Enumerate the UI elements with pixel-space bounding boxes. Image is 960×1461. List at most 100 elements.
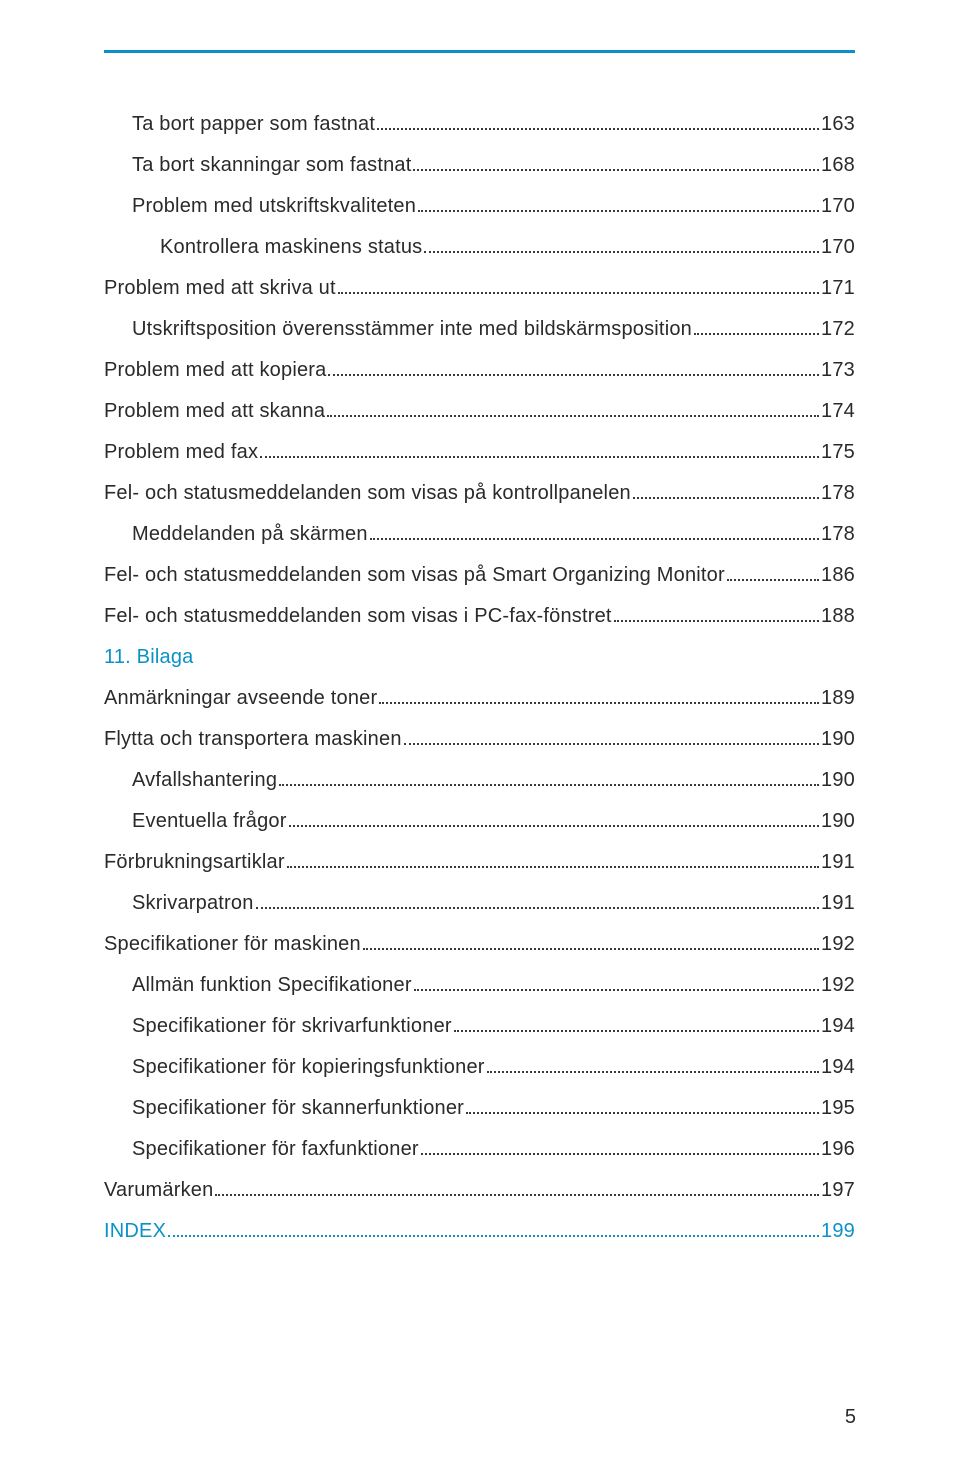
toc-page: 188 bbox=[821, 602, 855, 631]
toc-leader bbox=[260, 455, 819, 458]
toc-label: Utskriftsposition överensstämmer inte me… bbox=[132, 315, 692, 344]
toc-leader bbox=[328, 373, 819, 376]
toc-leader bbox=[289, 824, 819, 827]
toc-leader bbox=[633, 496, 819, 499]
toc-entry: Specifikationer för skrivarfunktioner 194 bbox=[104, 1012, 855, 1041]
toc-entry: Problem med utskriftskvaliteten170 bbox=[104, 192, 855, 221]
toc-leader bbox=[694, 332, 819, 335]
toc-entry: Kontrollera maskinens status 170 bbox=[104, 233, 855, 262]
toc-label: Problem med utskriftskvaliteten bbox=[132, 192, 416, 221]
toc-entry: Skrivarpatron 191 bbox=[104, 889, 855, 918]
toc-entry: Anmärkningar avseende toner 189 bbox=[104, 684, 855, 713]
toc-label: Ta bort papper som fastnat bbox=[132, 110, 375, 139]
toc-entry: Problem med fax175 bbox=[104, 438, 855, 467]
toc-label: Specifikationer för maskinen bbox=[104, 930, 361, 959]
toc-page: 190 bbox=[821, 807, 855, 836]
toc-label: Problem med att skanna bbox=[104, 397, 325, 426]
toc-label: 11. Bilaga bbox=[104, 643, 193, 672]
toc-leader bbox=[424, 250, 819, 253]
toc-page: 195 bbox=[821, 1094, 855, 1123]
toc-entry: Förbrukningsartiklar 191 bbox=[104, 848, 855, 877]
toc-leader bbox=[418, 209, 819, 212]
toc-entry: Specifikationer för faxfunktioner196 bbox=[104, 1135, 855, 1164]
toc-leader bbox=[215, 1193, 819, 1196]
toc-page: 178 bbox=[821, 520, 855, 549]
page-number: 5 bbox=[845, 1406, 856, 1429]
toc-label: Specifikationer för kopieringsfunktioner bbox=[132, 1053, 485, 1082]
toc-page: 190 bbox=[821, 766, 855, 795]
toc-page: 178 bbox=[821, 479, 855, 508]
toc-leader bbox=[379, 701, 819, 704]
toc-page: 163 bbox=[821, 110, 855, 139]
toc-label: Allmän funktion Specifikationer bbox=[132, 971, 412, 1000]
toc-leader bbox=[327, 414, 819, 417]
toc-label: Anmärkningar avseende toner bbox=[104, 684, 377, 713]
toc-label: Eventuella frågor bbox=[132, 807, 287, 836]
toc-page: 168 bbox=[821, 151, 855, 180]
toc-page: 186 bbox=[821, 561, 855, 590]
toc-page: 197 bbox=[821, 1176, 855, 1205]
toc-entry: Specifikationer för maskinen 192 bbox=[104, 930, 855, 959]
toc-page: 173 bbox=[821, 356, 855, 385]
toc-leader bbox=[727, 578, 819, 581]
toc-page: 192 bbox=[821, 971, 855, 1000]
toc-label: Problem med att kopiera bbox=[104, 356, 326, 385]
toc-leader bbox=[287, 865, 819, 868]
toc-entry: Specifikationer för skannerfunktioner 195 bbox=[104, 1094, 855, 1123]
toc-entry: Eventuella frågor 190 bbox=[104, 807, 855, 836]
toc-page: 191 bbox=[821, 889, 855, 918]
toc-label: Problem med att skriva ut bbox=[104, 274, 336, 303]
toc-label: Specifikationer för skannerfunktioner bbox=[132, 1094, 464, 1123]
toc-entry: Utskriftsposition överensstämmer inte me… bbox=[104, 315, 855, 344]
toc-entry: Specifikationer för kopieringsfunktioner… bbox=[104, 1053, 855, 1082]
toc-leader bbox=[256, 906, 819, 909]
toc-entry: Ta bort papper som fastnat 163 bbox=[104, 110, 855, 139]
toc-container: Ta bort papper som fastnat 163 Ta bort ska… bbox=[104, 110, 855, 1258]
toc-label: INDEX bbox=[104, 1217, 166, 1246]
toc-page: 191 bbox=[821, 848, 855, 877]
toc-label: Skrivarpatron bbox=[132, 889, 254, 918]
toc-entry: Fel- och statusmeddelanden som visas på … bbox=[104, 479, 855, 508]
toc-label: Kontrollera maskinens status bbox=[160, 233, 422, 262]
toc-leader bbox=[363, 947, 819, 950]
toc-entry: Problem med att skanna 174 bbox=[104, 397, 855, 426]
toc-entry: Problem med att kopiera 173 bbox=[104, 356, 855, 385]
toc-entry: Meddelanden på skärmen 178 bbox=[104, 520, 855, 549]
toc-entry: Avfallshantering190 bbox=[104, 766, 855, 795]
toc-label: Förbrukningsartiklar bbox=[104, 848, 285, 877]
toc-entry: Fel- och statusmeddelanden som visas i P… bbox=[104, 602, 855, 631]
toc-label: Specifikationer för skrivarfunktioner bbox=[132, 1012, 452, 1041]
toc-page: 174 bbox=[821, 397, 855, 426]
toc-page: 170 bbox=[821, 233, 855, 262]
toc-entry: Fel- och statusmeddelanden som visas på … bbox=[104, 561, 855, 590]
toc-label: Problem med fax bbox=[104, 438, 258, 467]
toc-leader bbox=[487, 1070, 819, 1073]
toc-leader bbox=[404, 742, 819, 745]
toc-label: Varumärken bbox=[104, 1176, 213, 1205]
toc-leader bbox=[421, 1152, 819, 1155]
toc-entry: Varumärken 197 bbox=[104, 1176, 855, 1205]
toc-page: 189 bbox=[821, 684, 855, 713]
toc-leader bbox=[413, 168, 819, 171]
top-rule bbox=[104, 50, 855, 53]
toc-leader bbox=[454, 1029, 819, 1032]
toc-leader bbox=[168, 1234, 819, 1237]
toc-page: 194 bbox=[821, 1012, 855, 1041]
toc-leader bbox=[338, 291, 819, 294]
toc-leader bbox=[414, 988, 819, 991]
toc-label: Flytta och transportera maskinen bbox=[104, 725, 402, 754]
toc-label: Ta bort skanningar som fastnat bbox=[132, 151, 411, 180]
toc-label: Fel- och statusmeddelanden som visas på … bbox=[104, 561, 725, 590]
toc-label: Meddelanden på skärmen bbox=[132, 520, 368, 549]
toc-page: 192 bbox=[821, 930, 855, 959]
toc-leader bbox=[370, 537, 819, 540]
toc-leader bbox=[279, 783, 819, 786]
toc-label: Fel- och statusmeddelanden som visas på … bbox=[104, 479, 631, 508]
toc-leader bbox=[466, 1111, 819, 1114]
toc-entry: Ta bort skanningar som fastnat 168 bbox=[104, 151, 855, 180]
toc-page: 190 bbox=[821, 725, 855, 754]
toc-entry: Problem med att skriva ut171 bbox=[104, 274, 855, 303]
toc-page: 199 bbox=[821, 1217, 855, 1246]
toc-leader bbox=[614, 619, 819, 622]
toc-leader bbox=[377, 127, 819, 130]
